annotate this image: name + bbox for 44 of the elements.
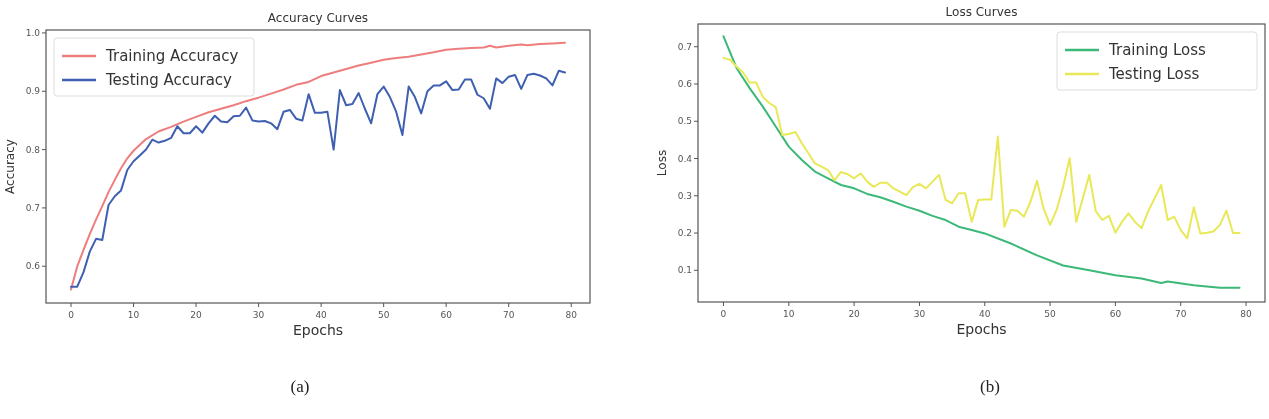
chart-title: Loss Curves <box>945 5 1018 19</box>
x-tick-label: 20 <box>848 309 861 319</box>
y-tick-label: 0.4 <box>677 153 693 164</box>
text: (a) <box>290 377 310 396</box>
x-tick-label: 60 <box>440 310 453 320</box>
x-tick-label: 0 <box>68 310 75 320</box>
x-axis-title: Epochs <box>292 322 344 338</box>
x-tick-label: 50 <box>1044 309 1057 319</box>
x-tick-label: 70 <box>1175 309 1187 319</box>
x-tick-label: 10 <box>783 309 795 319</box>
y-tick-label: 0.2 <box>677 228 692 239</box>
y-tick-label: 0.5 <box>677 116 692 127</box>
legend-label: Training Accuracy <box>105 47 239 65</box>
x-tick-label: 60 <box>1109 309 1122 319</box>
y-tick-label: 0.6 <box>677 79 693 89</box>
legend-label: Training Loss <box>1108 41 1207 59</box>
x-tick-label: 80 <box>1240 309 1253 319</box>
line-series <box>722 56 1241 240</box>
x-tick-label: 80 <box>565 310 578 320</box>
y-tick-label: 0.7 <box>25 202 40 213</box>
y-tick-label: 0.3 <box>677 190 692 201</box>
legend-label: Testing Accuracy <box>105 71 233 89</box>
x-tick-label: 40 <box>979 309 991 319</box>
y-tick-label: 0.8 <box>25 144 41 155</box>
x-tick-label: 70 <box>502 310 515 320</box>
y-axis-title: Loss <box>655 149 669 177</box>
x-tick-label: 20 <box>190 310 203 320</box>
chart-title: Accuracy Curves <box>267 11 369 25</box>
x-tick-label: 40 <box>315 310 328 320</box>
x-tick-label: 30 <box>913 309 926 319</box>
x-tick-label: 50 <box>377 310 390 320</box>
text: (b) <box>980 377 1000 396</box>
y-axis-title: Accuracy <box>3 139 17 194</box>
y-tick-label: 0.9 <box>25 86 41 97</box>
x-tick-label: 0 <box>720 309 727 319</box>
y-tick-label: 0.6 <box>25 261 41 272</box>
y-tick-label: 1.0 <box>25 27 41 38</box>
x-tick-label: 30 <box>252 310 265 320</box>
y-tick-label: 0.7 <box>677 41 692 52</box>
legend-label: Testing Loss <box>1108 65 1200 83</box>
x-tick-label: 10 <box>127 310 140 320</box>
x-axis-title: Epochs <box>956 321 1007 337</box>
line-series <box>722 35 1241 289</box>
y-tick-label: 0.1 <box>677 265 692 276</box>
